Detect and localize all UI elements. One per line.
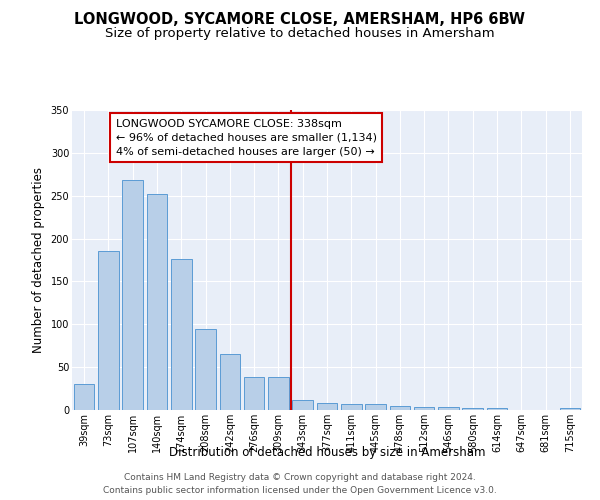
Bar	[268, 378, 289, 410]
Bar	[389, 406, 410, 410]
Bar	[122, 180, 143, 410]
Bar	[171, 259, 191, 410]
Bar	[146, 194, 167, 410]
Text: Contains HM Land Registry data © Crown copyright and database right 2024.
Contai: Contains HM Land Registry data © Crown c…	[103, 474, 497, 495]
Bar	[317, 403, 337, 410]
Bar	[292, 400, 313, 410]
Bar	[463, 408, 483, 410]
Bar	[244, 378, 265, 410]
Bar	[220, 354, 240, 410]
Y-axis label: Number of detached properties: Number of detached properties	[32, 167, 45, 353]
Bar	[438, 408, 459, 410]
Bar	[365, 404, 386, 410]
Bar	[414, 408, 434, 410]
Bar	[74, 384, 94, 410]
Bar	[341, 404, 362, 410]
Text: Distribution of detached houses by size in Amersham: Distribution of detached houses by size …	[169, 446, 485, 459]
Bar	[560, 408, 580, 410]
Bar	[487, 408, 508, 410]
Text: Size of property relative to detached houses in Amersham: Size of property relative to detached ho…	[105, 28, 495, 40]
Text: LONGWOOD, SYCAMORE CLOSE, AMERSHAM, HP6 6BW: LONGWOOD, SYCAMORE CLOSE, AMERSHAM, HP6 …	[74, 12, 526, 28]
Bar	[98, 252, 119, 410]
Bar	[195, 328, 216, 410]
Text: LONGWOOD SYCAMORE CLOSE: 338sqm
← 96% of detached houses are smaller (1,134)
4% : LONGWOOD SYCAMORE CLOSE: 338sqm ← 96% of…	[116, 118, 377, 156]
